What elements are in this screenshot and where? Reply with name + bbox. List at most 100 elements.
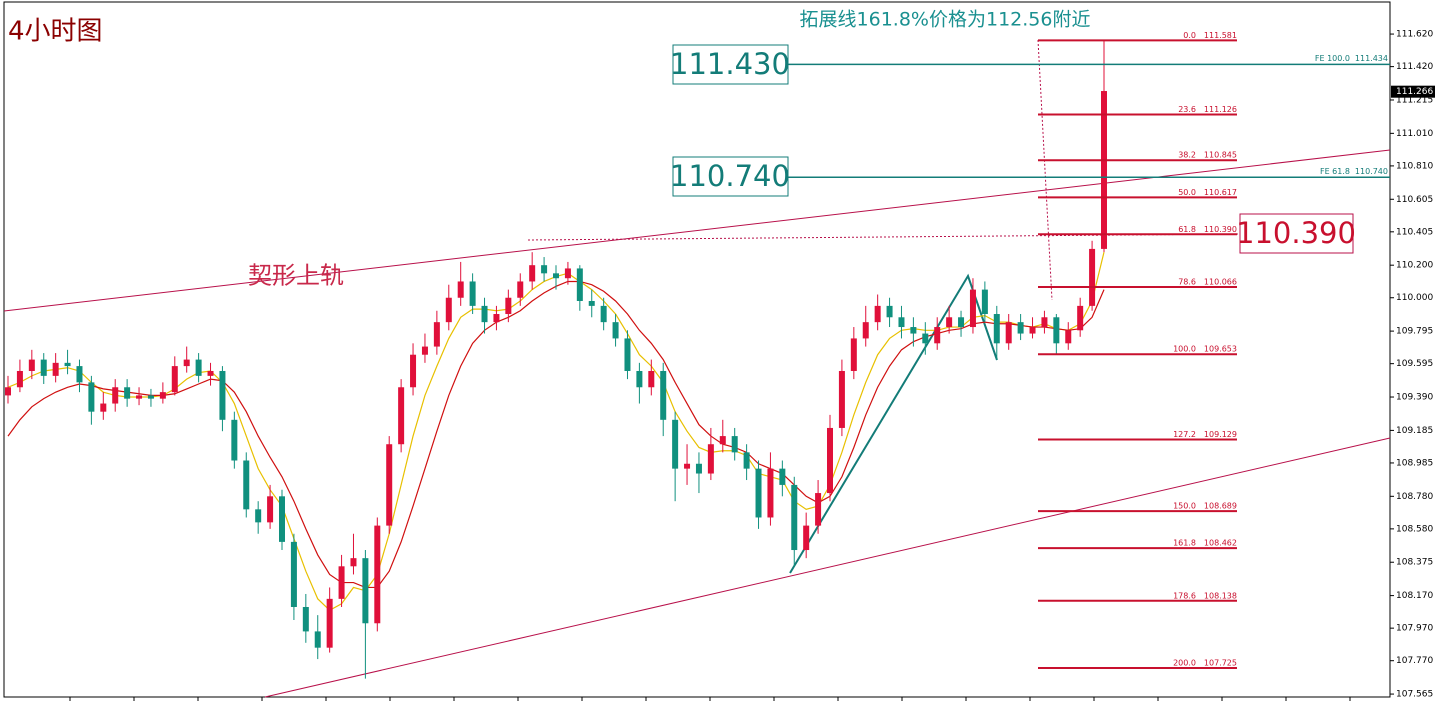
candle-body [481, 305, 488, 323]
candle-body [279, 496, 285, 542]
candle-body [5, 387, 11, 396]
price-box [1239, 213, 1354, 254]
candle-body [815, 493, 822, 526]
plot-frame [3, 1, 1391, 698]
candle-body [100, 403, 107, 412]
fe-price: 111.434 [1355, 54, 1388, 63]
annotation: 拓展线161.8%价格为112.56附近 [800, 9, 1091, 31]
y-tick-label: 108.780 [1396, 492, 1433, 502]
candle-body [124, 387, 131, 399]
candle-body [958, 317, 965, 328]
fib-ratio: 50.0 [1178, 188, 1196, 197]
y-tick-label: 111.620 [1396, 30, 1433, 40]
candle-body [934, 327, 941, 344]
candle-body [1101, 91, 1107, 249]
candle-body [981, 289, 988, 315]
fib-ratio: 0.0 [1183, 31, 1196, 40]
candle-body [755, 468, 762, 518]
candle-body [850, 338, 857, 371]
fib-ratio: 178.6 [1173, 591, 1196, 600]
candle-body [1041, 317, 1048, 328]
y-tick-label: 107.770 [1396, 656, 1433, 666]
fib-price: 109.653 [1204, 345, 1237, 354]
candle-body [838, 370, 845, 428]
y-tick-label: 107.565 [1396, 690, 1433, 700]
candle-body [171, 366, 178, 393]
candle-body [421, 346, 428, 355]
candle-body [398, 387, 405, 445]
candle-body [433, 322, 440, 347]
price-box [672, 156, 789, 197]
candle-body [159, 392, 166, 399]
moving-average [7, 252, 1105, 611]
current-price-box [1391, 85, 1435, 98]
candle-body [684, 463, 691, 469]
candle-body [874, 305, 881, 323]
candle-body [719, 436, 726, 445]
candle-body [410, 354, 417, 388]
candle-body [993, 314, 1000, 344]
y-tick-label: 110.405 [1396, 227, 1433, 237]
candle-body [76, 366, 83, 383]
candle-body [767, 468, 774, 518]
candle-body [946, 317, 953, 328]
candle-body [553, 273, 559, 279]
candle-body [40, 359, 47, 376]
candle-body [660, 370, 667, 420]
fib-price: 108.462 [1204, 539, 1237, 548]
candle-body [564, 268, 571, 279]
y-tick-label: 110.000 [1396, 293, 1433, 303]
fib-ratio: 200.0 [1173, 659, 1196, 668]
candle-body [195, 359, 202, 376]
fib-price: 110.617 [1204, 188, 1237, 197]
y-tick-label: 107.970 [1396, 624, 1433, 634]
candle-body [576, 268, 583, 301]
candle-body [219, 370, 226, 420]
candle-body [707, 444, 714, 474]
candle-body [731, 436, 738, 453]
price-box-label: 110.390 [1236, 216, 1356, 250]
candle-body [267, 496, 274, 523]
y-tick-label: 109.390 [1396, 393, 1433, 403]
candle-body [1089, 248, 1096, 306]
candle-body [600, 305, 607, 323]
fib-price: 111.126 [1204, 105, 1237, 114]
candle-body [1017, 322, 1024, 334]
fib-price: 108.138 [1204, 591, 1237, 600]
candle-body [588, 300, 595, 306]
current-price-label: 111.266 [1396, 87, 1433, 97]
fib-price: 108.689 [1204, 502, 1237, 511]
candle-body [469, 281, 476, 306]
fib-ratio: 100.0 [1173, 345, 1196, 354]
candle-body [326, 598, 333, 648]
wedge-lower [264, 437, 1391, 698]
candle-body [255, 509, 262, 523]
candle-body [695, 463, 702, 474]
fib-price: 107.725 [1204, 659, 1237, 668]
candle-body [52, 362, 59, 376]
y-tick-label: 111.420 [1396, 62, 1433, 72]
candle-body [314, 631, 321, 648]
candle-body [88, 382, 95, 412]
fe-name: FE 100.0 [1315, 54, 1350, 63]
candle-body [64, 362, 71, 367]
trend-zigzag [789, 273, 998, 574]
candle-body [147, 395, 154, 399]
chart-title: 4小时图 [8, 17, 103, 47]
fib-price: 109.129 [1204, 430, 1237, 439]
wedge-label: 契形上轨 [248, 262, 344, 290]
candle-body [529, 265, 536, 282]
candle-body [862, 322, 869, 339]
y-tick-label: 110.200 [1396, 261, 1433, 271]
price-box-label: 110.740 [670, 159, 790, 193]
candle-body [386, 444, 393, 526]
candle-body [1005, 322, 1012, 344]
y-tick-label: 111.215 [1396, 95, 1433, 105]
fe-price: 110.740 [1355, 167, 1388, 176]
candle-body [969, 289, 976, 328]
candle-body [743, 452, 750, 469]
candle-body [672, 419, 679, 469]
fib-price: 111.581 [1204, 31, 1237, 40]
y-tick-label: 108.580 [1396, 524, 1433, 534]
candle-body [1053, 317, 1060, 344]
